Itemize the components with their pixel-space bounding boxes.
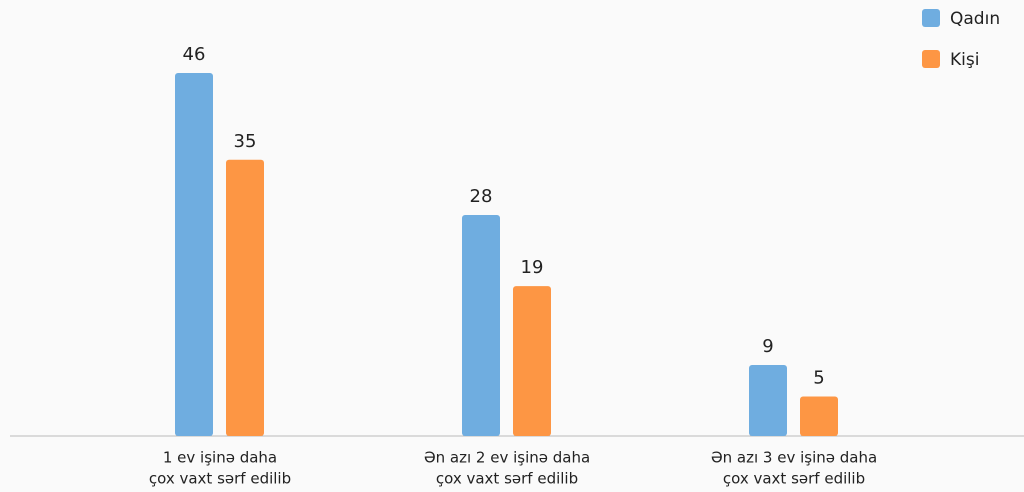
legend-label: Qadın — [950, 9, 1000, 29]
x-tick-label: çox vaxt sərf edilib — [723, 470, 865, 488]
x-tick-label: Ən azı 2 ev işinə daha — [424, 449, 590, 467]
bar — [513, 286, 551, 436]
value-label: 28 — [470, 186, 493, 207]
value-label: 19 — [521, 257, 544, 278]
bar — [226, 159, 264, 436]
legend-swatch — [922, 9, 940, 27]
bar — [800, 396, 838, 436]
bar — [749, 364, 787, 436]
x-tick-label: çox vaxt sərf edilib — [436, 470, 578, 488]
bar — [462, 215, 500, 436]
legend-label: Kişi — [950, 50, 979, 70]
x-tick-label: çox vaxt sərf edilib — [149, 470, 291, 488]
legend-swatch — [922, 50, 940, 68]
value-label: 5 — [813, 368, 824, 389]
x-tick-label: 1 ev işinə daha — [163, 449, 277, 467]
value-label: 46 — [183, 44, 206, 65]
bar — [175, 73, 213, 436]
value-label: 9 — [762, 336, 773, 357]
x-tick-label: Ən azı 3 ev işinə daha — [711, 449, 877, 467]
value-label: 35 — [234, 131, 257, 152]
